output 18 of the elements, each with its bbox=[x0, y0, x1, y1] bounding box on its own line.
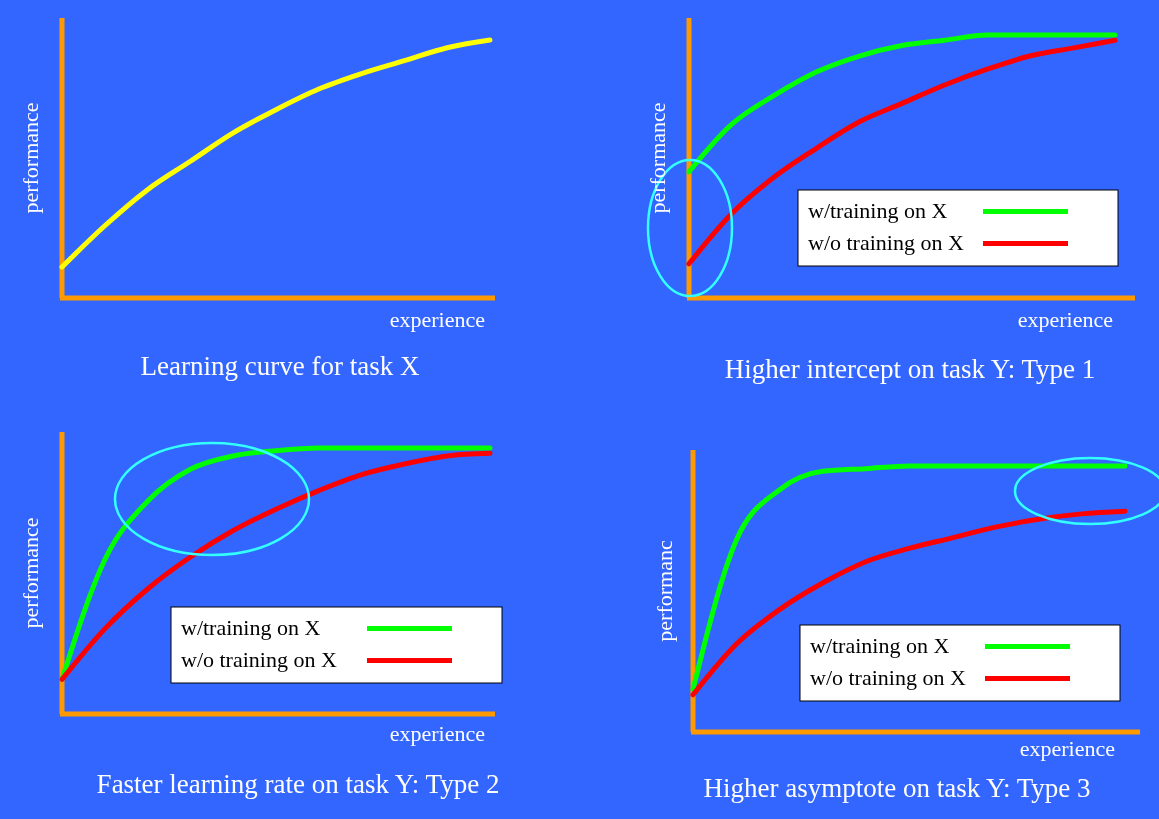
legend-label: w/training on X bbox=[181, 615, 321, 640]
y-axis-title: performance bbox=[18, 517, 43, 629]
text: Faster learning rate on task Y: Type 2 bbox=[96, 769, 500, 799]
y-axis-title: performance bbox=[18, 102, 43, 214]
text: Learning curve for task X bbox=[140, 351, 420, 381]
legend-label: w/o training on X bbox=[808, 230, 964, 255]
text: Higher intercept on task Y: Type 1 bbox=[724, 354, 1096, 384]
y-axis-title: performance bbox=[645, 102, 670, 214]
x-axis-title: experience bbox=[389, 307, 485, 332]
x-axis-title: experience bbox=[389, 721, 485, 746]
legend-label: w/o training on X bbox=[810, 665, 966, 690]
legend-label: w/training on X bbox=[808, 198, 948, 223]
legend-label: w/o training on X bbox=[181, 647, 337, 672]
legend-label: w/training on X bbox=[810, 633, 950, 658]
y-axis-title: performanc bbox=[652, 540, 677, 642]
x-axis-title: experience bbox=[1017, 307, 1113, 332]
text: Higher asymptote on task Y: Type 3 bbox=[703, 773, 1091, 803]
x-axis-title: experience bbox=[1019, 736, 1115, 761]
